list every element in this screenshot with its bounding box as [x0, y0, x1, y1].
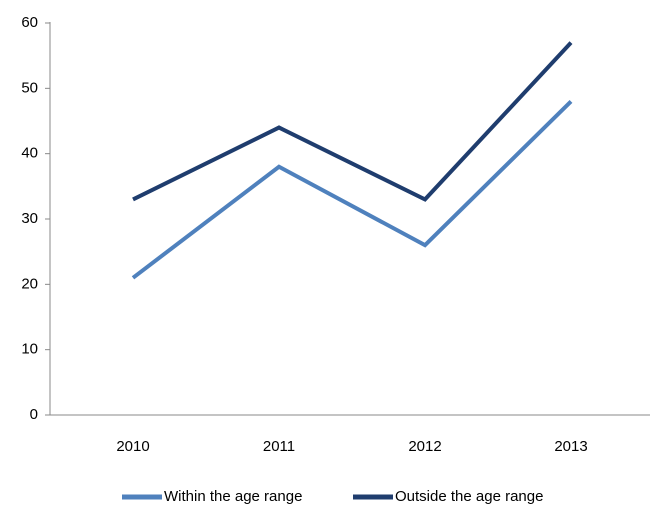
legend-label: Within the age range: [164, 488, 302, 505]
y-tick-label: 0: [30, 406, 38, 423]
x-tick-label: 2011: [263, 438, 295, 455]
y-tick-label: 50: [21, 79, 38, 96]
line-series: [131, 99, 573, 280]
y-tick-label: 30: [21, 210, 38, 227]
x-tick-label: 2010: [116, 438, 149, 455]
y-tick-label: 40: [21, 145, 38, 162]
y-tick-label: 60: [21, 14, 38, 31]
legend-label: Outside the age range: [395, 488, 543, 505]
line-series: [132, 41, 573, 202]
x-tick-label: 2012: [408, 438, 441, 455]
y-tick-label: 10: [21, 341, 38, 358]
y-tick-label: 20: [21, 275, 38, 292]
x-tick-label: 2013: [554, 438, 587, 455]
